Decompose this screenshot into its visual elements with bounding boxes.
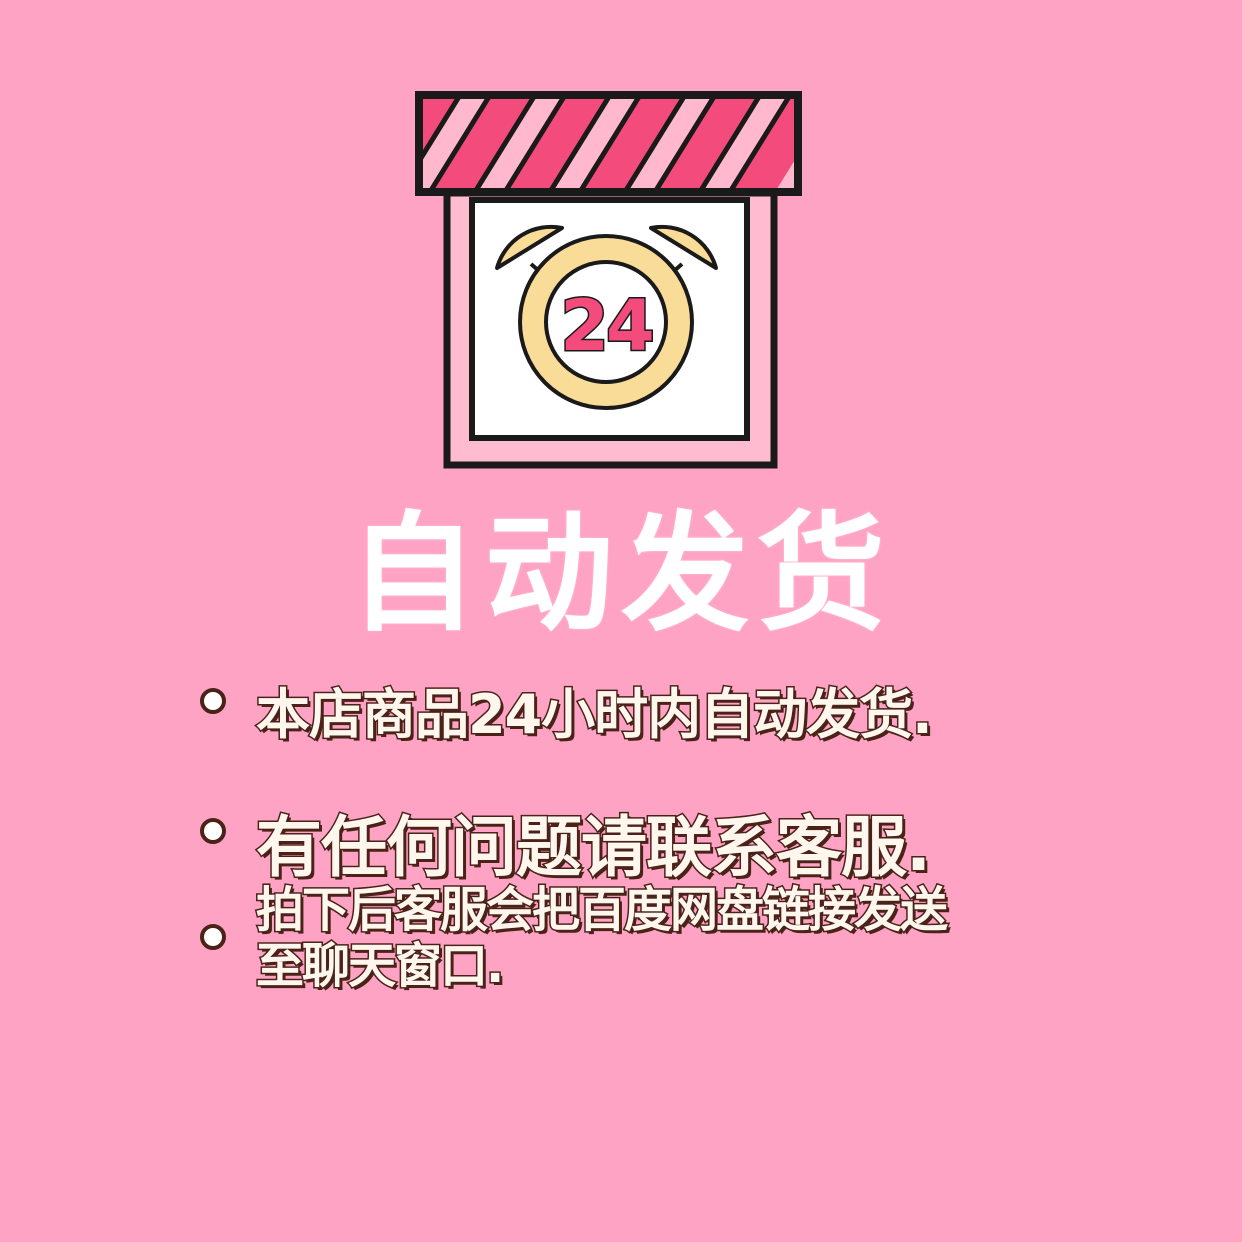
bullet-text: 本店商品24小时内自动发货. (255, 682, 935, 748)
clock-number: 24 (560, 285, 652, 367)
bullet-dot-icon (200, 818, 226, 844)
bullet-text: 有任何问题请联系客服. (254, 808, 932, 888)
bullet-text: 拍下后客服会把百度网盘链接发送 至聊天窗口. (254, 881, 949, 996)
bullet-text-line: 至聊天窗口. (254, 937, 505, 996)
page-title: 自动发货 (348, 500, 893, 649)
bullet-text-line: 拍下后客服会把百度网盘链接发送 (254, 881, 949, 940)
alarm-clock-icon: 24 (495, 224, 718, 410)
striped-awning (415, 91, 802, 196)
bullet-dot-icon (200, 924, 226, 950)
bullet-dot-icon (200, 688, 226, 714)
